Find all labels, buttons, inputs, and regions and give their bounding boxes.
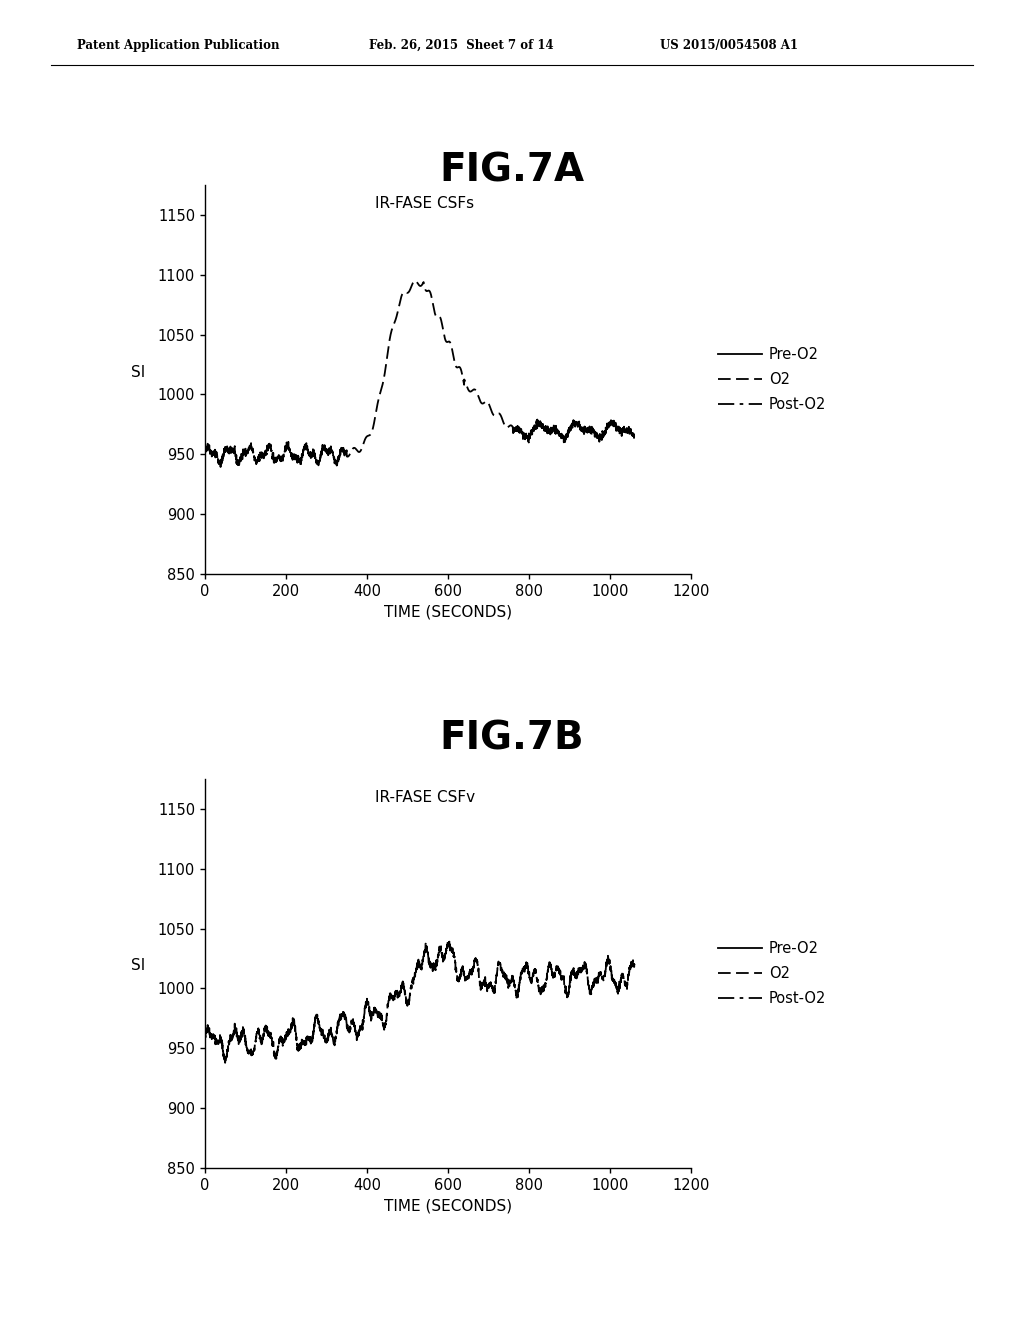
X-axis label: TIME (SECONDS): TIME (SECONDS) bbox=[384, 1199, 512, 1213]
Text: FIG.7B: FIG.7B bbox=[439, 719, 585, 758]
Y-axis label: SI: SI bbox=[131, 364, 145, 380]
Text: US 2015/0054508 A1: US 2015/0054508 A1 bbox=[660, 38, 799, 51]
Text: Feb. 26, 2015  Sheet 7 of 14: Feb. 26, 2015 Sheet 7 of 14 bbox=[369, 38, 553, 51]
Text: FIG.7A: FIG.7A bbox=[439, 152, 585, 190]
Legend: Pre-O2, O2, Post-O2: Pre-O2, O2, Post-O2 bbox=[718, 347, 826, 412]
Text: IR-FASE CSFv: IR-FASE CSFv bbox=[375, 791, 475, 805]
Text: Patent Application Publication: Patent Application Publication bbox=[77, 38, 280, 51]
Y-axis label: SI: SI bbox=[131, 958, 145, 974]
Legend: Pre-O2, O2, Post-O2: Pre-O2, O2, Post-O2 bbox=[718, 941, 826, 1006]
X-axis label: TIME (SECONDS): TIME (SECONDS) bbox=[384, 605, 512, 619]
Text: IR-FASE CSFs: IR-FASE CSFs bbox=[375, 197, 474, 211]
